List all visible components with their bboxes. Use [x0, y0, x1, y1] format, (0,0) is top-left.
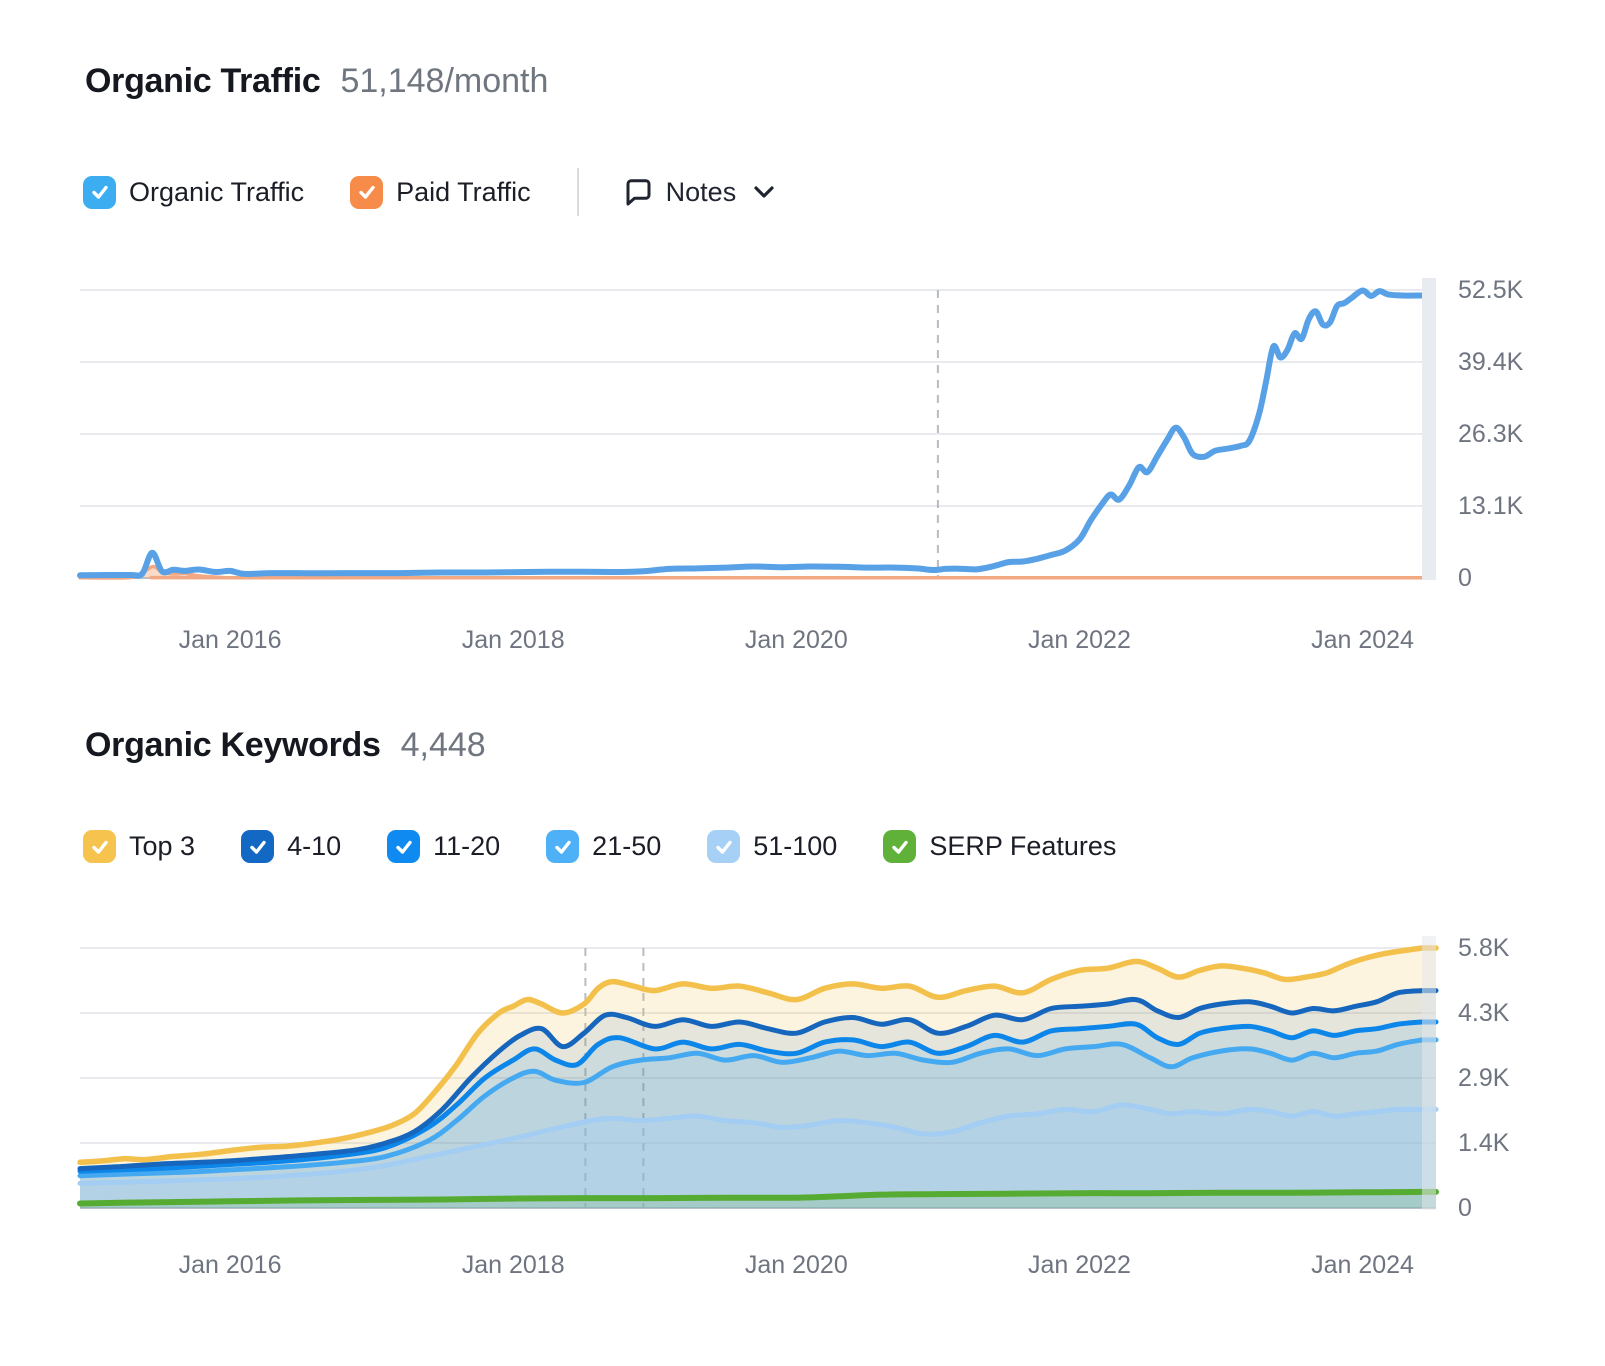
current-period-band	[1422, 278, 1436, 580]
legend-top-3[interactable]: Top 3	[83, 830, 195, 863]
line-11-20[interactable]	[77, 1019, 1439, 1174]
line-top-3[interactable]	[77, 945, 1439, 1166]
legend-4-10[interactable]: 4-10	[241, 830, 341, 863]
legend-21-50[interactable]: 21-50	[546, 830, 661, 863]
check-icon	[91, 840, 108, 854]
check-icon	[395, 840, 412, 854]
traffic-section-value: 51,148/month	[340, 62, 549, 100]
y-axis-label: 0	[1458, 1194, 1472, 1222]
checkbox-organic-traffic	[83, 175, 116, 209]
keywords-legend-items: Top 3 4-10 11-20 21-50 51-100 SERP Features	[83, 830, 1162, 863]
y-axis-label: 5.8K	[1458, 934, 1510, 962]
y-axis-label: 2.9K	[1458, 1064, 1510, 1092]
current-period-band	[1422, 936, 1436, 1210]
x-axis-label: Jan 2018	[461, 1251, 565, 1279]
x-axis-label: Jan 2018	[461, 626, 565, 654]
legend-organic-traffic[interactable]: Organic Traffic	[83, 175, 305, 209]
note-marker-lines	[584, 948, 645, 1208]
y-axis-label: 13.1K	[1458, 492, 1524, 520]
check-icon	[91, 185, 108, 199]
y-axis-label: 0	[1458, 564, 1472, 592]
keywords-legend: Top 3 4-10 11-20 21-50 51-100 SERP Features	[83, 830, 1162, 863]
line-4-10[interactable]	[77, 988, 1439, 1172]
x-axis-label: Jan 2024	[1311, 626, 1414, 654]
keywords-section-title: Organic Keywords	[85, 726, 381, 764]
x-axis-label: Jan 2022	[1027, 1251, 1131, 1279]
gridlines	[80, 947, 1436, 1209]
organic-traffic-chart[interactable]	[0, 240, 1605, 605]
gridlines	[80, 289, 1436, 579]
notes-label: Notes	[665, 176, 737, 207]
line-paid-traffic[interactable]	[78, 564, 1424, 580]
traffic-legend-items: Organic Traffic Paid Traffic	[83, 175, 577, 209]
legend-label-organic-traffic: Organic Traffic	[129, 176, 305, 207]
y-axis-label: 4.3K	[1458, 999, 1510, 1027]
checkbox-21-50	[546, 830, 580, 863]
y-axis-label: 26.3K	[1458, 420, 1524, 448]
x-axis-label: Jan 2024	[1311, 1251, 1414, 1279]
traffic-section-header: Organic Traffic 51,148/month	[85, 62, 548, 101]
legend-label-serp-features: SERP Features	[929, 831, 1117, 861]
check-icon	[554, 840, 571, 854]
keywords-section-value: 4,448	[400, 726, 486, 764]
organic-keywords-chart[interactable]	[0, 905, 1605, 1240]
legend-label-4-10: 4-10	[287, 831, 342, 861]
line-51-100[interactable]	[77, 1102, 1439, 1186]
legend-serp-features[interactable]: SERP Features	[883, 830, 1116, 863]
legend-label-51-100: 51-100	[753, 831, 838, 861]
traffic-section-title: Organic Traffic	[85, 62, 321, 100]
check-icon	[716, 840, 732, 854]
notes-icon	[621, 177, 653, 207]
legend-label-21-50: 21-50	[592, 831, 662, 861]
chevron-down-icon	[753, 185, 775, 199]
line-organic-traffic[interactable]	[77, 287, 1425, 579]
y-axis-label: 39.4K	[1458, 348, 1524, 376]
check-icon	[249, 840, 266, 854]
y-axis-label: 1.4K	[1458, 1129, 1510, 1157]
checkbox-paid-traffic	[350, 175, 384, 209]
checkbox-11-20	[387, 830, 421, 863]
checkbox-4-10	[241, 830, 275, 863]
x-axis-label: Jan 2022	[1027, 626, 1131, 654]
check-icon	[358, 185, 375, 199]
line-serp-features[interactable]	[77, 1188, 1439, 1207]
x-axis-label: Jan 2020	[744, 626, 848, 654]
checkbox-51-100	[707, 830, 741, 863]
y-axis-label: 52.5K	[1458, 276, 1524, 304]
legend-divider	[576, 168, 579, 216]
legend-51-100[interactable]: 51-100	[707, 830, 837, 863]
legend-label-paid-traffic: Paid Traffic	[396, 176, 531, 207]
x-axis-label: Jan 2020	[744, 1251, 848, 1279]
check-icon	[892, 840, 908, 854]
x-axis-label: Jan 2016	[178, 626, 282, 654]
x-axis-label: Jan 2016	[178, 1251, 282, 1279]
area-11-20	[80, 1022, 1436, 1208]
checkbox-serp-features	[883, 830, 917, 863]
line-21-50[interactable]	[77, 1037, 1439, 1179]
legend-paid-traffic[interactable]: Paid Traffic	[350, 175, 531, 209]
legend-11-20[interactable]: 11-20	[387, 830, 500, 863]
legend-label-11-20: 11-20	[433, 831, 501, 861]
checkbox-top-3	[83, 830, 116, 863]
area-51-100	[80, 1104, 1436, 1208]
notes-button[interactable]: Notes	[621, 177, 776, 208]
keywords-section-header: Organic Keywords 4,448	[85, 726, 486, 765]
traffic-legend: Organic Traffic Paid Traffic Notes	[83, 168, 775, 216]
legend-label-top-3: Top 3	[129, 831, 196, 861]
